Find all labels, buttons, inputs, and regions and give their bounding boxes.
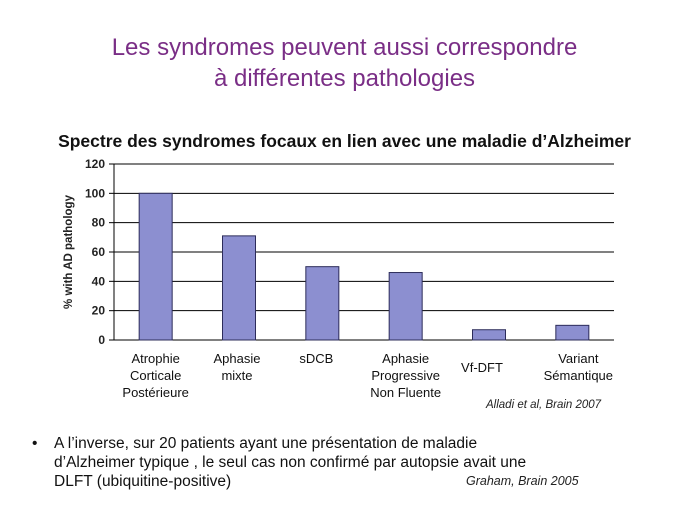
x-tick-label-line: Aphasie [213, 351, 261, 366]
bullet-citation: Graham, Brain 2005 [466, 474, 579, 488]
bullet-line-3: DLFT (ubiquitine-positive) [54, 473, 232, 490]
y-axis-label: % with AD pathology [63, 194, 75, 309]
y-tick-label: 0 [98, 333, 105, 347]
x-tick-label-line: Postérieure [122, 385, 189, 400]
bullet-line-2: d’Alzheimer typique , le seul cas non co… [54, 454, 527, 471]
bar [388, 272, 423, 341]
bullet-line-1: A l’inverse, sur 20 patients ayant une p… [54, 435, 478, 452]
y-tick-label: 40 [92, 274, 106, 288]
bar [138, 192, 173, 341]
bar [305, 266, 340, 341]
bar-chart: 0 20 40 60 80 100 120 % with AD pathology [63, 157, 614, 347]
x-tick-label-line: Vf-DFT [461, 360, 503, 375]
bar [472, 329, 506, 341]
bullet-text: A l’inverse, sur 20 patients ayant une p… [54, 434, 674, 491]
slide-title-line-2: à différentes pathologies [213, 65, 476, 92]
bar [222, 235, 256, 341]
y-tick-label: 20 [92, 304, 106, 318]
x-tick-label: Variant Sémantique [528, 350, 628, 384]
chart-title: Spectre des syndromes focaux en lien ave… [58, 131, 631, 151]
y-tick-label: 100 [85, 186, 105, 200]
x-tick-label-line: Sémantique [543, 368, 614, 383]
x-tick-label-line: Aphasie [382, 351, 430, 366]
x-tick-label-line: sDCB [299, 351, 334, 366]
y-tick-label: 80 [92, 216, 106, 230]
y-tick-label: 120 [85, 157, 105, 171]
x-tick-label-line: Corticale [130, 368, 182, 383]
slide-title: Les syndromes peuvent aussi correspondre… [0, 32, 689, 94]
x-tick-label-line: mixte [221, 368, 253, 383]
chart-citation: Alladi et al, Brain 2007 [486, 399, 602, 411]
bullet-marker: • [32, 435, 38, 452]
x-tick-label-line: Atrophie [131, 351, 180, 366]
x-tick-label: sDCB [266, 350, 366, 367]
bar [555, 324, 590, 341]
y-tick-label: 60 [92, 245, 106, 259]
x-tick-label-line: Progressive [371, 368, 440, 383]
x-tick-label-line: Variant [558, 351, 599, 366]
slide-title-line-1: Les syndromes peuvent aussi correspondre [111, 34, 578, 61]
x-tick-label: Atrophie Corticale Postérieure [106, 350, 206, 401]
x-tick-label: Vf-DFT [432, 359, 532, 376]
x-tick-label: Aphasie Progressive Non Fluente [356, 350, 456, 401]
x-tick-label-line: Non Fluente [370, 385, 442, 400]
x-tick-label: Aphasie mixte [187, 350, 287, 384]
